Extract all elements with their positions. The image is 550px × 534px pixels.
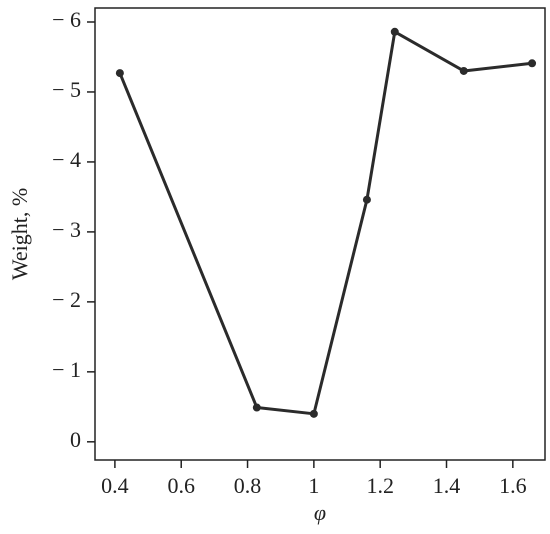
y-tick-label: 0	[70, 427, 81, 452]
data-point	[252, 403, 261, 412]
plot-frame	[94, 7, 546, 461]
data-point	[459, 66, 468, 75]
y-axis-label: Weight, %	[7, 188, 32, 280]
data-point	[115, 69, 124, 78]
series-line	[118, 30, 533, 416]
y-tick-label: − 5	[52, 77, 81, 102]
y-tick-label: − 4	[52, 147, 81, 172]
x-tick-label: 1	[308, 473, 319, 498]
x-axis-label: φ	[314, 500, 326, 525]
y-tick-label: − 6	[52, 7, 81, 32]
x-tick-label: 0.6	[167, 473, 195, 498]
data-point	[362, 195, 371, 204]
x-tick-label: 1.4	[433, 473, 461, 498]
data-point	[528, 59, 537, 68]
data-point	[390, 27, 399, 36]
x-tick-label: 1.6	[499, 473, 527, 498]
y-tick-label: − 1	[52, 357, 81, 382]
x-tick-label: 0.8	[234, 473, 262, 498]
data-point	[309, 409, 318, 418]
x-tick-label: 0.4	[101, 473, 129, 498]
x-tick-label: 1.2	[366, 473, 394, 498]
y-tick-label: − 3	[52, 217, 81, 242]
y-tick-label: − 2	[52, 287, 81, 312]
